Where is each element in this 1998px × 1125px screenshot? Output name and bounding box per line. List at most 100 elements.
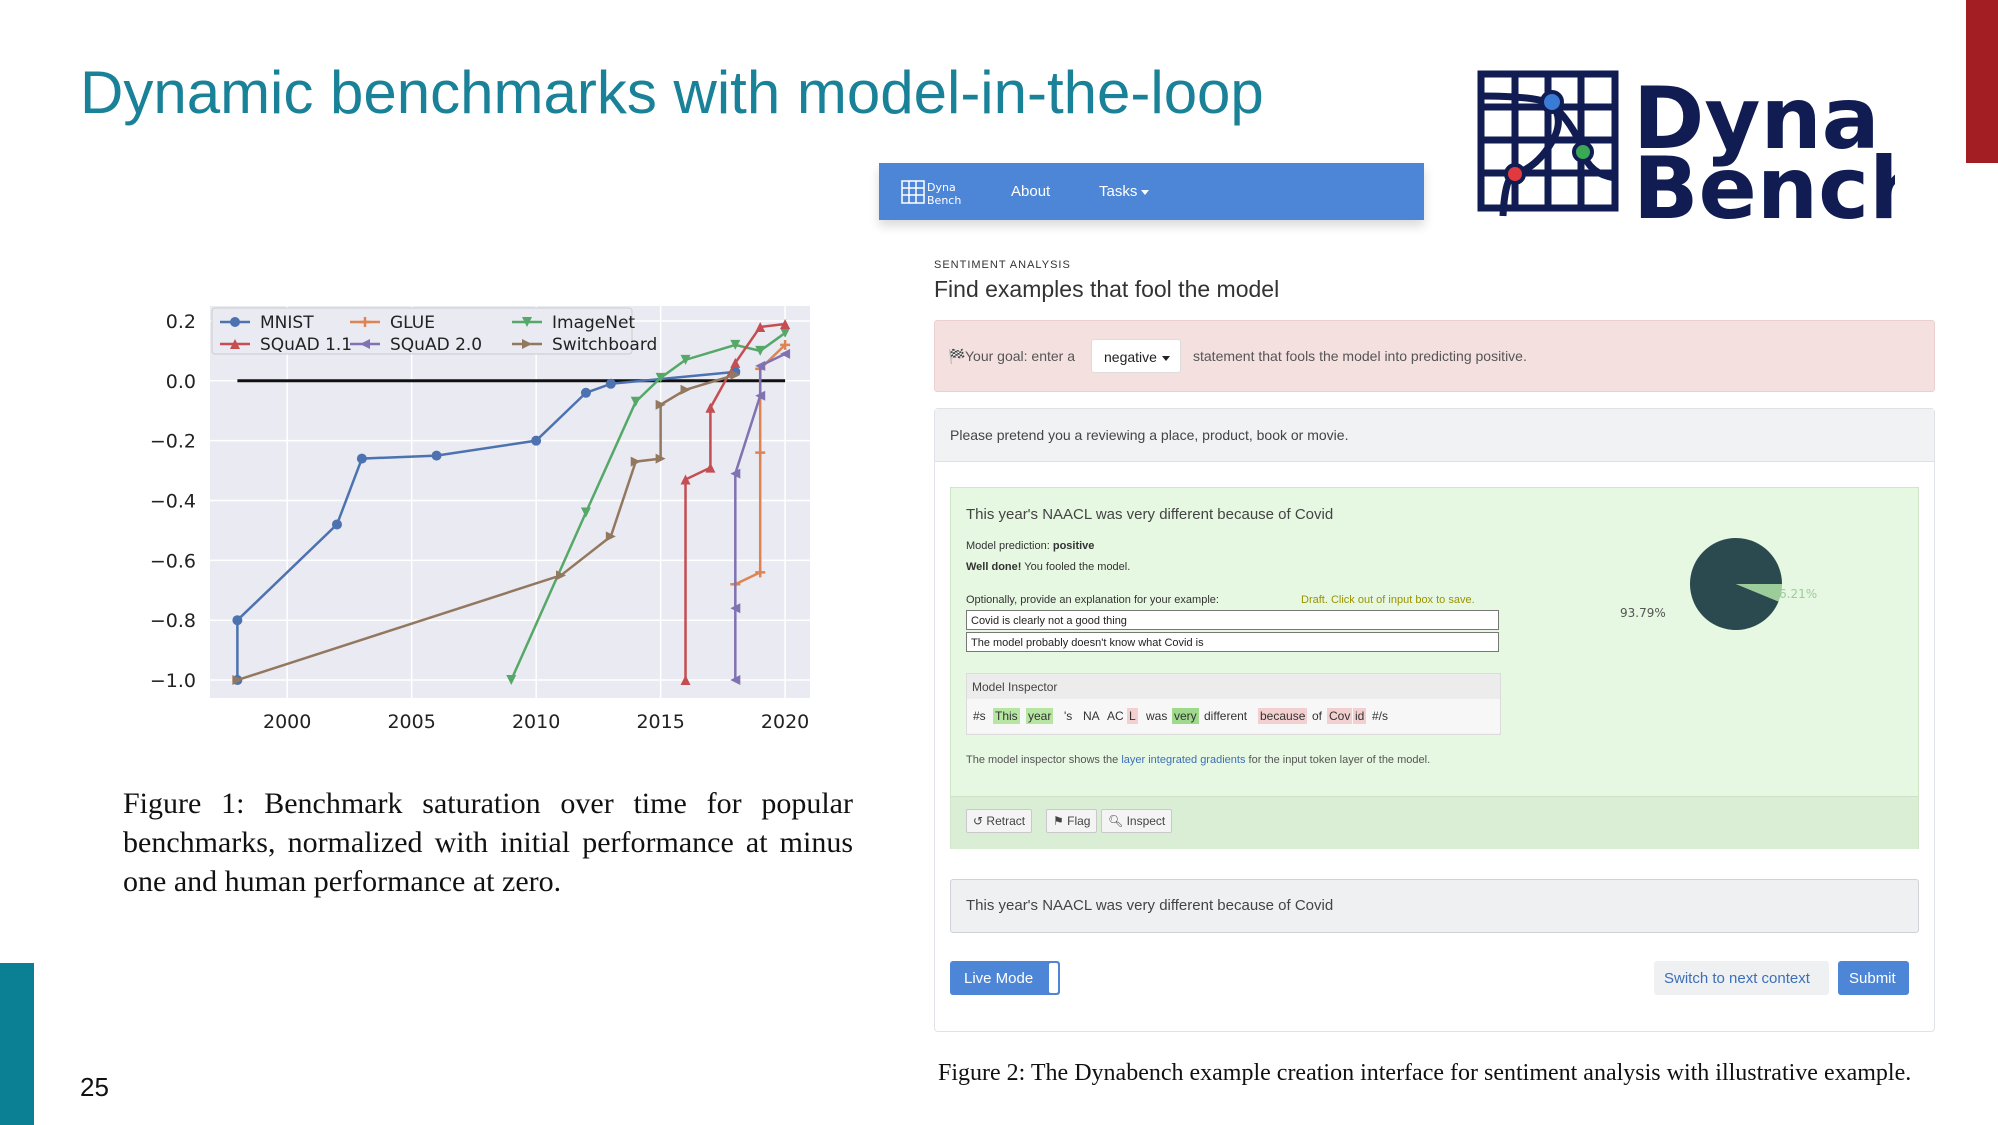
caret-down-icon [1161, 355, 1170, 361]
example-text: This year's NAACL was very different bec… [966, 506, 1334, 523]
legend-label-imagenet: ImageNet [552, 313, 635, 333]
legend-marker-imagenet [522, 317, 532, 327]
figure2-caption: Figure 2: The Dynabench example creation… [938, 1060, 1912, 1086]
model-inspector: Model Inspector #s This year 's NA AC L … [966, 673, 1501, 735]
data-point-mnist [331, 519, 342, 530]
data-point-imagenet [580, 507, 591, 518]
dynabench-navbar: Dyna Bench About Tasks [879, 163, 1424, 220]
data-point-imagenet [755, 345, 766, 356]
x-tick-label: 2000 [263, 711, 311, 733]
task-kicker: SENTIMENT ANALYSIS [934, 259, 1071, 271]
slide-title: Dynamic benchmarks with model-in-the-loo… [80, 59, 1264, 126]
data-point-squad-1-1 [705, 462, 716, 473]
token: Cov [1327, 708, 1353, 724]
legend-label-squad-1-1: SQuAD 1.1 [260, 335, 352, 355]
data-point-imagenet [655, 372, 666, 383]
explanation-prompt: Optionally, provide an explanation for y… [966, 594, 1219, 606]
data-point-imagenet [680, 354, 691, 365]
data-point-squad-2-0 [755, 360, 766, 371]
goal-sentiment-select[interactable]: negative [1091, 339, 1181, 373]
nav-about[interactable]: About [1011, 183, 1051, 200]
y-tick-label: −0.2 [150, 431, 196, 453]
navbar-logo-icon[interactable]: Dyna Bench [901, 178, 969, 206]
data-point-squad-2-0 [755, 390, 766, 401]
nav-tasks-dropdown[interactable]: Tasks [1099, 183, 1150, 200]
context-panel: Please pretend you a reviewing a place, … [934, 408, 1935, 1032]
inspector-title-bar: Model Inspector [967, 674, 1500, 700]
token: 's [1064, 709, 1073, 723]
search-icon: 🔍︎ [1108, 814, 1124, 828]
data-point-mnist [356, 453, 367, 464]
data-point-squad-1-1 [730, 357, 741, 368]
data-point-mnist [580, 387, 591, 398]
legend-label-squad-2-0: SQuAD 2.0 [390, 335, 482, 355]
data-point-switchboard [655, 399, 666, 410]
retract-button[interactable]: ↺ Retract [966, 809, 1033, 833]
example-actions: ↺ Retract ⚑ Flag 🔍︎ Inspect [951, 796, 1918, 849]
data-point-squad-1-1 [680, 675, 691, 686]
live-mode-toggle[interactable]: Live Mode [950, 961, 1060, 995]
data-point-imagenet [630, 396, 641, 407]
task-heading: Find examples that fool the model [934, 276, 1280, 302]
goal-banner: 🏁 Your goal: enter a negative statement … [934, 320, 1935, 392]
pie-slice-negative [1736, 584, 1782, 602]
x-tick-label: 2010 [512, 711, 560, 733]
token: was [1146, 709, 1168, 723]
data-point-squad-1-1 [680, 474, 691, 485]
data-point-switchboard [605, 531, 616, 542]
data-point-squad-2-0 [730, 675, 741, 686]
submit-button[interactable]: Submit [1838, 961, 1909, 995]
data-point-imagenet [506, 675, 517, 686]
data-point-squad-1-1 [705, 402, 716, 413]
goal-prefix: Your goal: enter a [965, 348, 1076, 364]
goal-suffix: statement that fools the model into pred… [1193, 348, 1527, 364]
goal-select-value: negative [1104, 349, 1157, 365]
data-point-imagenet [780, 327, 791, 338]
data-point-glue [780, 339, 791, 350]
y-tick-label: −0.4 [150, 491, 196, 513]
flag-icon: ⚑ [1053, 814, 1064, 828]
data-point-squad-2-0 [730, 468, 741, 479]
svg-text:Bench: Bench [927, 194, 961, 206]
example-input-box[interactable]: This year's NAACL was very different bec… [950, 879, 1919, 933]
navbar-logo-text: Dyna [927, 181, 956, 194]
chart-svg: 2000 2005 2010 2015 2020 0.2 0.0 −0.2 −0.4 −0.6 −0… [150, 306, 810, 733]
y-tick-label: 0.0 [166, 371, 196, 393]
toggle-knob [1049, 963, 1058, 993]
integrated-gradients-link[interactable]: layer integrated gradients [1121, 754, 1246, 766]
dynabench-logo-graphic: Dyna Bench [1477, 69, 1930, 239]
logo-text-bench: Bench [1633, 139, 1895, 226]
y-tick-label: −1.0 [150, 670, 196, 692]
flag-icon: 🏁 [948, 348, 966, 364]
legend-marker-glue [360, 317, 370, 327]
accent-bar-left [0, 963, 34, 1125]
fooled-message: Well done! You fooled the model. [966, 561, 1131, 573]
token: year [1026, 708, 1054, 724]
model-prediction: Model prediction: positive [966, 540, 1095, 552]
y-tick-label: −0.8 [150, 610, 196, 632]
prediction-pie-chart: 93.79% 6.21% [1620, 538, 1817, 630]
page-number: 25 [80, 1072, 109, 1102]
data-point-squad-2-0 [780, 348, 791, 359]
undo-icon: ↺ [973, 814, 984, 828]
token: because [1258, 708, 1308, 724]
legend-label-glue: GLUE [390, 313, 435, 333]
plot-area [210, 306, 810, 698]
switch-context-button[interactable]: Switch to next context [1654, 961, 1829, 995]
prediction-value: positive [1052, 540, 1095, 552]
series-line-imagenet [510, 331, 786, 681]
explanation-input-1[interactable]: Covid is clearly not a good thing [966, 610, 1499, 630]
nav-tasks-label: Tasks [1099, 183, 1138, 200]
inspector-note: The model inspector shows the layer inte… [966, 754, 1431, 766]
legend-marker-switchboard [522, 339, 532, 349]
token: AC [1107, 709, 1124, 723]
draft-note: Draft. Click out of input box to save. [1301, 594, 1475, 606]
flag-button[interactable]: ⚑ Flag [1046, 809, 1098, 833]
figure1-caption: Figure 1: Benchmark saturation over time… [123, 787, 853, 898]
data-point-glue [755, 567, 766, 578]
token: id [1353, 708, 1367, 724]
inspect-button[interactable]: 🔍︎ Inspect [1101, 809, 1173, 833]
caret-down-icon [1141, 189, 1150, 195]
x-tick-label: 2020 [761, 711, 809, 733]
explanation-input-2[interactable]: The model probably doesn't know what Cov… [966, 632, 1499, 652]
